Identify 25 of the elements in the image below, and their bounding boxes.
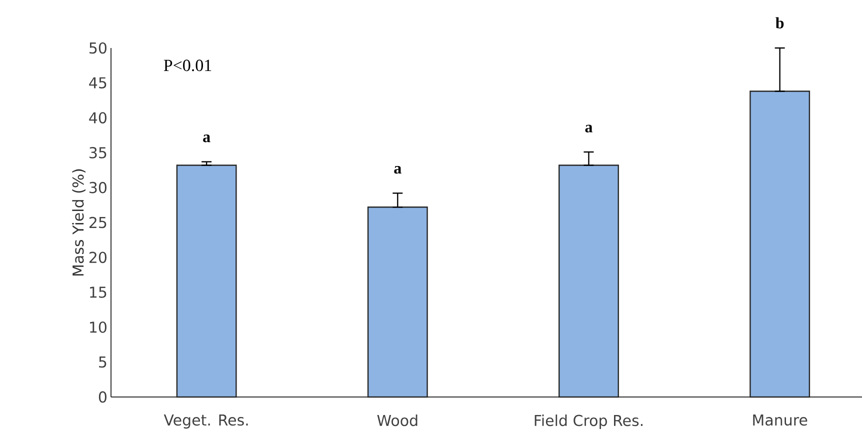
- x-tick-label: Manure: [753, 414, 808, 426]
- y-tick-label: 0: [98, 391, 106, 403]
- bar: [176, 164, 237, 398]
- y-tick-label: 25: [89, 216, 106, 228]
- x-tick-label: Veget. Res.: [164, 414, 248, 429]
- y-axis-title: Mass Yield (%): [72, 169, 86, 276]
- y-tick-label: 50: [90, 42, 106, 54]
- bar: [750, 90, 810, 398]
- x-tick-label: Wood: [377, 414, 418, 426]
- y-tick-label: 10: [90, 322, 106, 333]
- y-tick-label: 35: [90, 147, 106, 158]
- y-tick-label: 5: [99, 356, 106, 368]
- y-tick-label: 45: [89, 77, 106, 88]
- y-tick-label: 40: [89, 112, 106, 124]
- annotation: P<0.01: [164, 60, 212, 72]
- annotation: a: [585, 124, 592, 132]
- bar: [367, 206, 428, 398]
- annotation: a: [203, 134, 210, 142]
- bar: [558, 164, 619, 398]
- y-tick-label: 30: [90, 182, 106, 194]
- y-tick-label: 15: [90, 286, 106, 298]
- annotation: a: [394, 166, 402, 174]
- x-tick-label: Field Crop Res.: [534, 414, 642, 430]
- y-tick-label: 20: [89, 252, 106, 264]
- annotation: b: [776, 17, 784, 28]
